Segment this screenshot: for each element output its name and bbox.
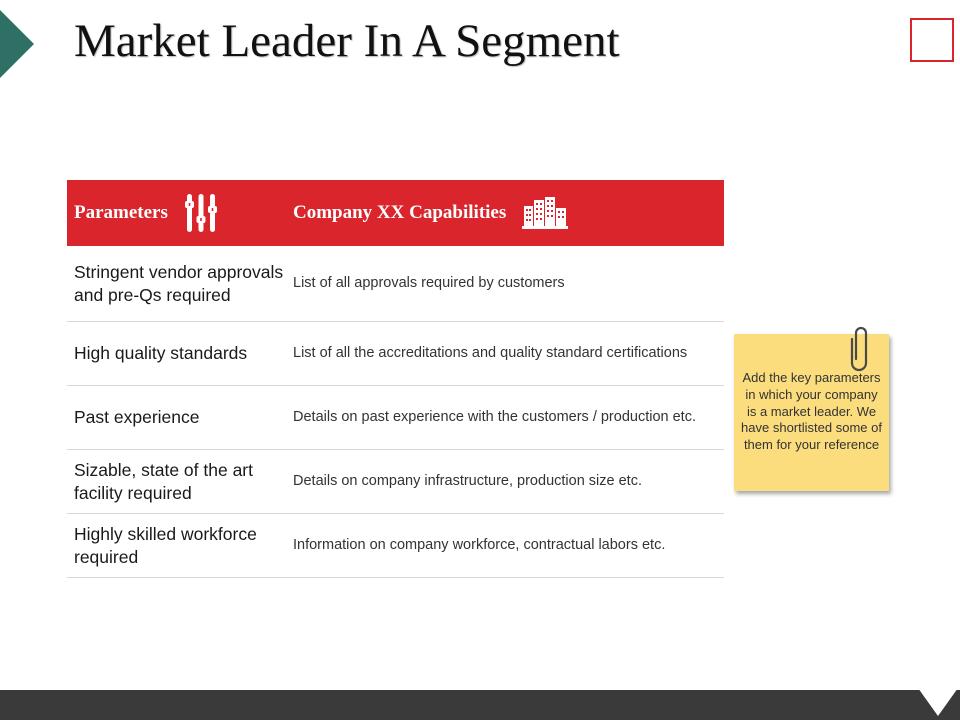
parameter-cell: Sizable, state of the art facility requi… bbox=[74, 459, 253, 503]
table-row: Sizable, state of the art facility requi… bbox=[67, 450, 724, 514]
capability-cell: List of all the accreditations and quali… bbox=[293, 345, 688, 361]
parameter-cell: Highly skilled workforce required bbox=[74, 523, 257, 567]
table-row: Past experience Details on past experien… bbox=[67, 386, 724, 450]
parameter-cell: Past experience bbox=[74, 407, 200, 427]
footer-bar bbox=[0, 690, 960, 720]
corner-triangle bbox=[0, 10, 34, 78]
table-header: Parameters bbox=[67, 180, 724, 246]
header-parameters-label: Parameters bbox=[74, 202, 168, 223]
buildings-icon bbox=[522, 196, 569, 230]
capabilities-table: Parameters bbox=[67, 180, 724, 578]
parameter-cell: High quality standards bbox=[74, 343, 248, 363]
capability-cell: Details on company infrastructure, produ… bbox=[293, 473, 642, 489]
capability-cell: Details on past experience with the cust… bbox=[293, 409, 696, 425]
sticky-note: Add the key parameters in which your com… bbox=[734, 334, 889, 491]
header-capabilities-label: Company XX Capabilities bbox=[293, 202, 507, 223]
paperclip-icon bbox=[850, 325, 872, 378]
table-row: High quality standards List of all the a… bbox=[67, 322, 724, 386]
capability-cell: Information on company workforce, contra… bbox=[293, 537, 666, 553]
parameter-cell: Stringent vendor approvals and pre-Qs re… bbox=[74, 261, 284, 305]
sticky-note-text: Add the key parameters in which your com… bbox=[741, 370, 882, 453]
table-row: Highly skilled workforce required Inform… bbox=[67, 514, 724, 578]
header-parameters: Parameters bbox=[67, 192, 286, 234]
capability-cell: List of all approvals required by custom… bbox=[293, 275, 565, 291]
table-row: Stringent vendor approvals and pre-Qs re… bbox=[67, 246, 724, 322]
sliders-icon bbox=[184, 192, 218, 234]
page-title: Market Leader In A Segment bbox=[74, 15, 620, 67]
decorative-square bbox=[910, 18, 954, 62]
header-capabilities: Company XX Capabilities bbox=[286, 196, 724, 230]
footer-notch bbox=[918, 688, 958, 716]
